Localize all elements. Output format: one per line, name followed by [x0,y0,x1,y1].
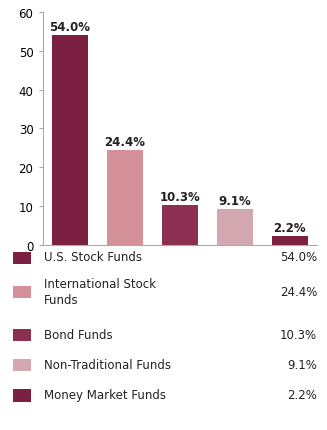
Text: Non-Traditional Funds: Non-Traditional Funds [44,359,171,372]
Text: 10.3%: 10.3% [160,190,200,203]
Text: 24.4%: 24.4% [280,286,317,298]
Text: International Stock
Funds: International Stock Funds [44,277,156,306]
Bar [272,237,308,245]
Text: Bond Funds: Bond Funds [44,329,113,341]
Bar [52,36,88,245]
Text: 9.1%: 9.1% [287,359,317,372]
Text: 10.3%: 10.3% [280,329,317,341]
Text: 54.0%: 54.0% [49,21,91,34]
Text: 9.1%: 9.1% [218,195,251,208]
Bar [107,150,143,245]
Bar [162,205,198,245]
Bar [217,210,253,245]
Text: U.S. Stock Funds: U.S. Stock Funds [44,251,142,264]
Text: 54.0%: 54.0% [280,251,317,264]
Text: Money Market Funds: Money Market Funds [44,389,166,402]
Text: 2.2%: 2.2% [273,222,306,235]
Text: 2.2%: 2.2% [287,389,317,402]
Text: 24.4%: 24.4% [104,136,146,149]
